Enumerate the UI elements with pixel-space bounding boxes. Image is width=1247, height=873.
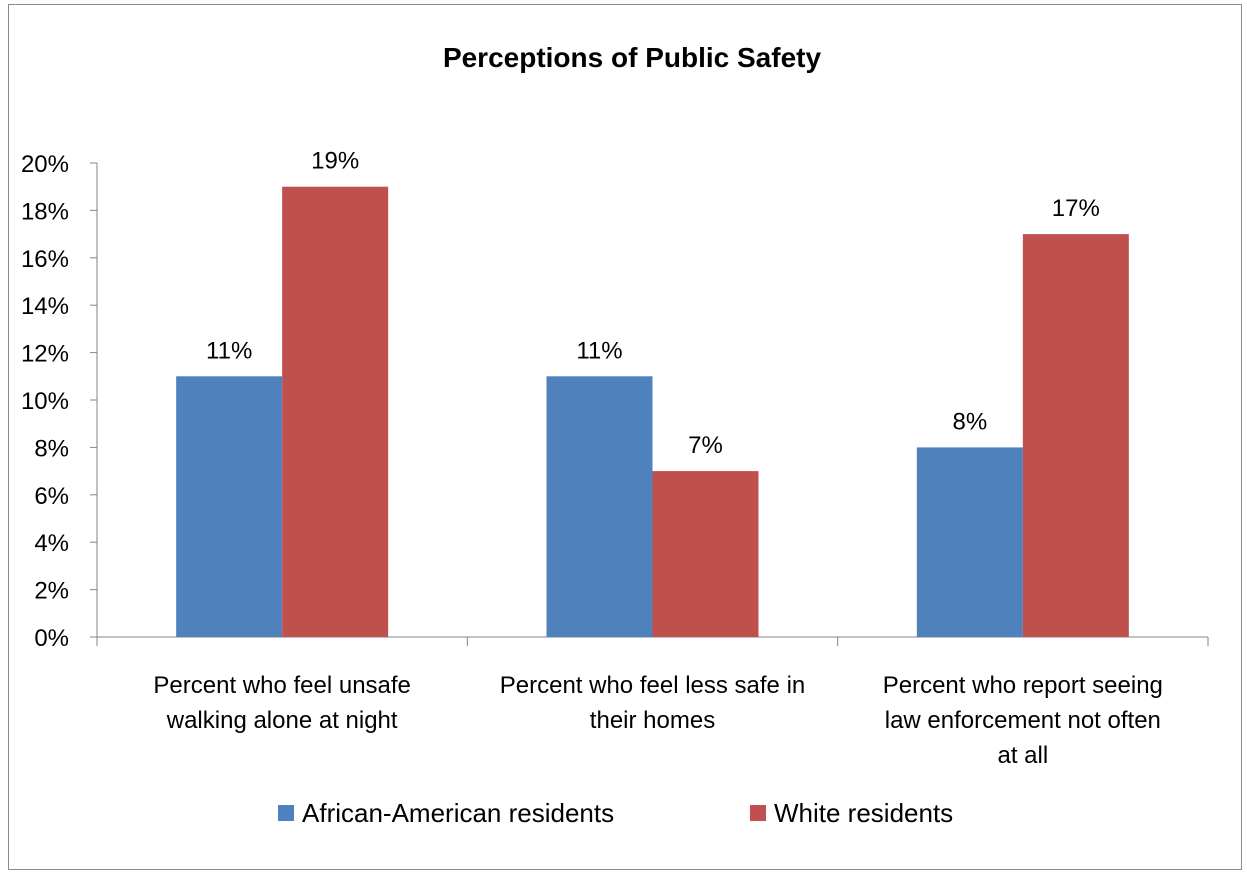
x-axis (96, 636, 1209, 646)
y-tick-label: 10% (21, 388, 69, 415)
bars (176, 186, 1129, 637)
y-tick-label: 2% (34, 578, 69, 605)
data-label: 11% (206, 337, 252, 364)
data-label: 17% (1052, 195, 1100, 222)
legend-label: White residents (774, 798, 953, 828)
category-label-line: Percent who feel less safe in (500, 672, 806, 699)
data-label: 7% (688, 432, 723, 459)
category-label-line: law enforcement not often (885, 707, 1161, 734)
category-label: Percent who feel less safe in their homes (500, 672, 806, 734)
category-label-line: at all (997, 742, 1048, 769)
category-label-line: Percent who report seeing (883, 672, 1163, 699)
bar (282, 186, 389, 637)
data-label: 19% (311, 148, 359, 175)
legend: African-American residents White resident… (278, 798, 953, 828)
data-label: 8% (952, 408, 987, 435)
category-labels: Percent who feel unsafe walking alone at … (153, 672, 1163, 769)
legend-swatch (278, 805, 294, 821)
y-tick-label: 18% (21, 198, 69, 225)
y-tick-label: 14% (21, 293, 69, 320)
category-label: Percent who report seeing law enforcement… (883, 672, 1163, 769)
category-label-line: walking alone at night (166, 707, 398, 734)
y-tick-label: 0% (34, 625, 69, 652)
legend-swatch (750, 805, 766, 821)
category-label: Percent who feel unsafe walking alone at … (153, 672, 411, 734)
y-tick-label: 8% (34, 435, 69, 462)
bar (652, 471, 759, 637)
bar (916, 447, 1023, 637)
category-label-line: Percent who feel unsafe (153, 672, 411, 699)
bar (546, 376, 653, 637)
legend-label: African-American residents (302, 798, 614, 828)
y-tick-label: 12% (21, 341, 69, 368)
y-axis: 0% 2% 4% 6% 8% 10% 12% 14% 16% 18% 20% (21, 151, 98, 652)
chart-title: Perceptions of Public Safety (443, 42, 822, 73)
y-tick-label: 20% (21, 151, 69, 178)
y-tick-label: 4% (34, 530, 69, 557)
data-labels: 11% 19% 11% 7% 8% 17% (206, 148, 1100, 459)
y-tick-label: 6% (34, 483, 69, 510)
y-tick-label: 16% (21, 246, 69, 273)
bar (176, 376, 283, 637)
category-label-line: their homes (590, 707, 715, 734)
data-label: 11% (576, 337, 622, 364)
bar (1022, 234, 1129, 637)
